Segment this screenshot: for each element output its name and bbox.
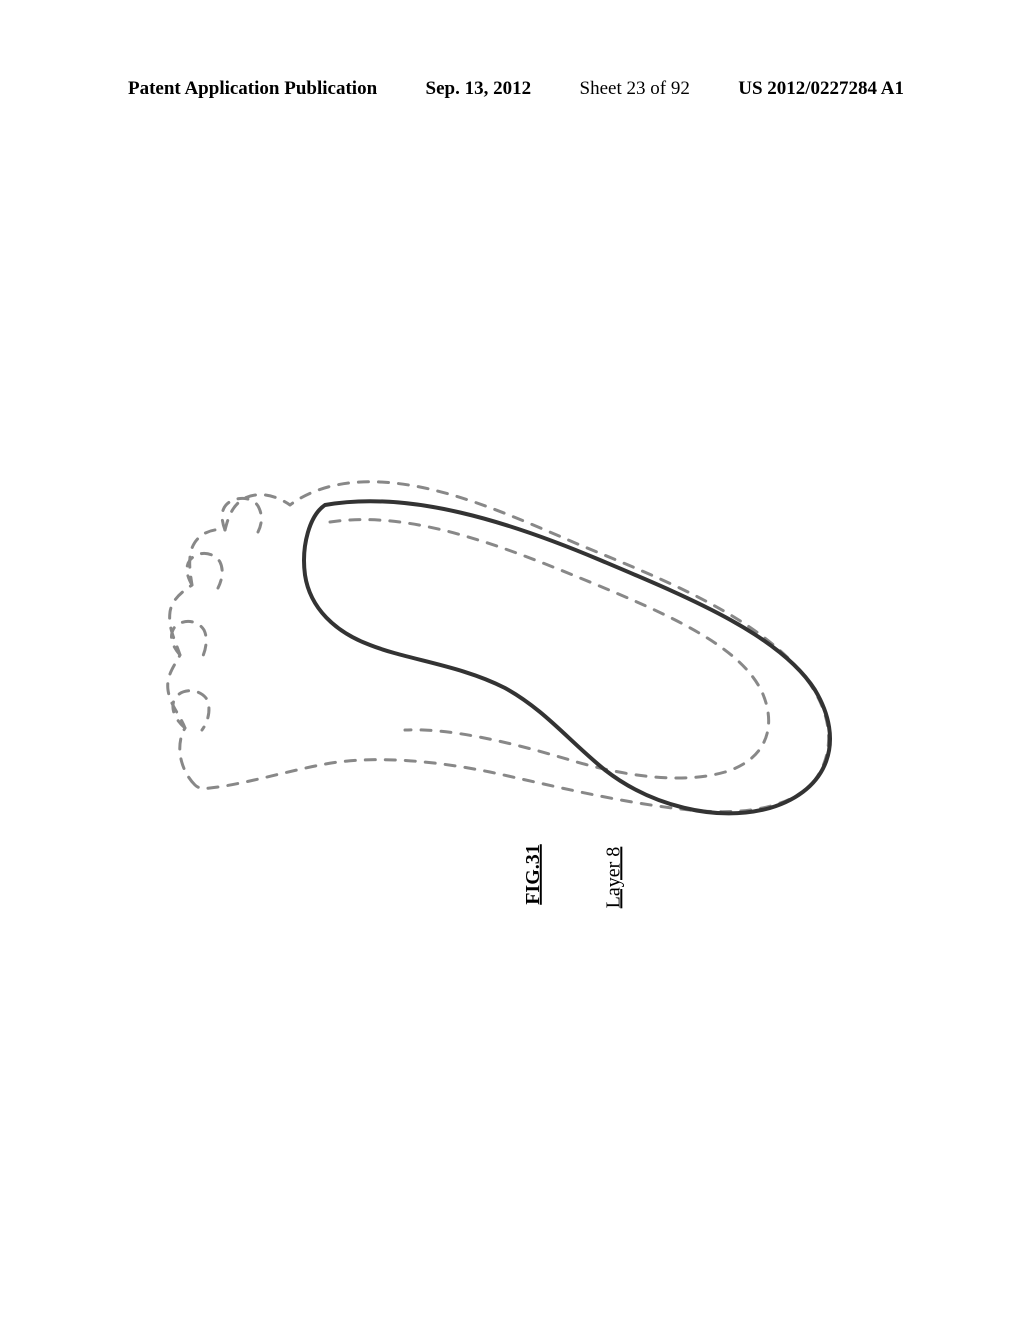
layer-label: Layer 8 <box>603 847 626 909</box>
foot-diagram-svg <box>150 460 850 820</box>
figure-container <box>150 460 850 820</box>
publication-type: Patent Application Publication <box>128 78 377 100</box>
publication-date: Sep. 13, 2012 <box>426 78 532 100</box>
page-header: Patent Application Publication Sep. 13, … <box>0 78 1024 100</box>
sheet-number: Sheet 23 of 92 <box>580 78 690 100</box>
page: Patent Application Publication Sep. 13, … <box>0 0 1024 1320</box>
publication-number: US 2012/0227284 A1 <box>738 78 904 100</box>
figure-caption: FIG.31 Layer 8 <box>544 860 604 889</box>
figure-label: FIG.31 <box>522 844 545 905</box>
